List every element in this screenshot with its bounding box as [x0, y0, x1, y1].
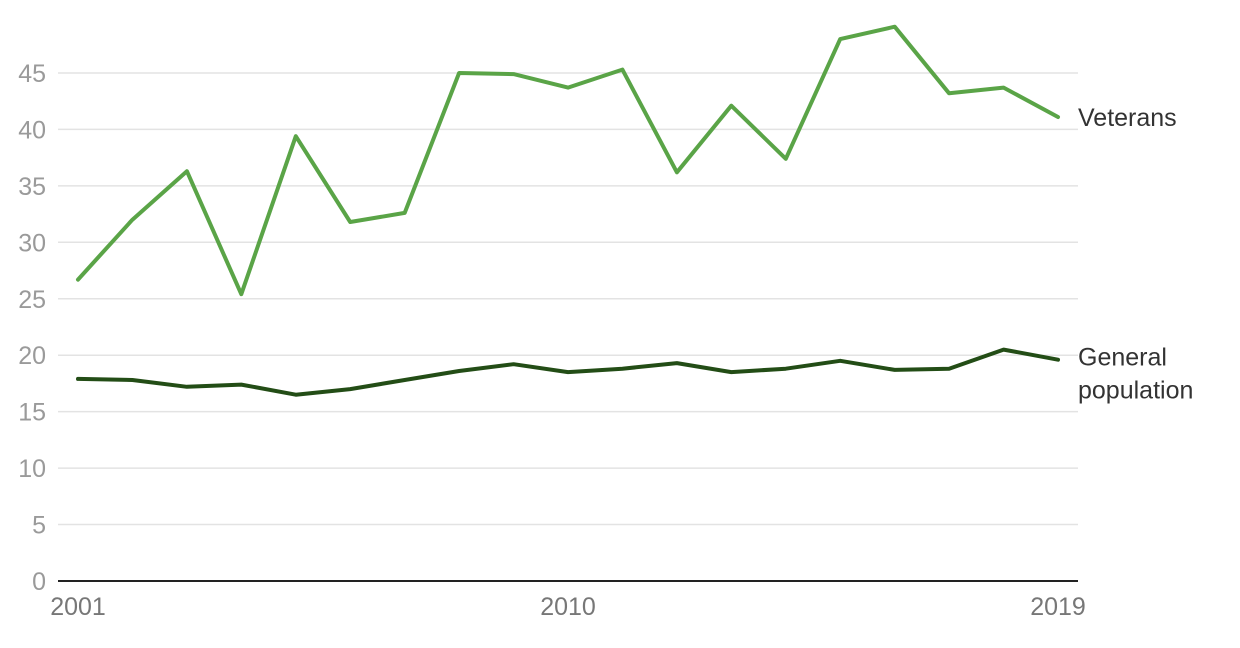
y-tick-label: 0: [32, 568, 46, 596]
y-tick-label: 40: [18, 116, 46, 144]
y-tick-label: 25: [18, 286, 46, 314]
y-axis: 0 5 10 15 20 25 30 35 40 45: [18, 60, 46, 596]
x-tick-label: 2019: [1030, 593, 1086, 621]
y-tick-label: 35: [18, 173, 46, 201]
y-tick-label: 45: [18, 60, 46, 88]
gridlines: [58, 72, 1078, 526]
y-tick-label: 20: [18, 342, 46, 370]
series-line-veterans: [76, 24, 1060, 297]
series-label-line: General: [1078, 344, 1167, 372]
x-tick-label: 2010: [540, 593, 596, 621]
y-tick-label: 10: [18, 455, 46, 483]
x-tick-label: 2001: [50, 593, 106, 621]
y-tick-label: 5: [32, 512, 46, 540]
x-axis: 2001 2010 2019: [50, 593, 1086, 621]
series-label: Veterans: [1078, 104, 1177, 132]
series-label-line: population: [1078, 377, 1193, 405]
y-tick-label: 30: [18, 229, 46, 257]
series-label: General population: [1078, 344, 1193, 405]
y-tick-label: 15: [18, 399, 46, 427]
series-labels: Veterans General population: [1078, 104, 1193, 405]
series-line-general-population: [76, 347, 1060, 397]
series-lines: [76, 24, 1060, 397]
